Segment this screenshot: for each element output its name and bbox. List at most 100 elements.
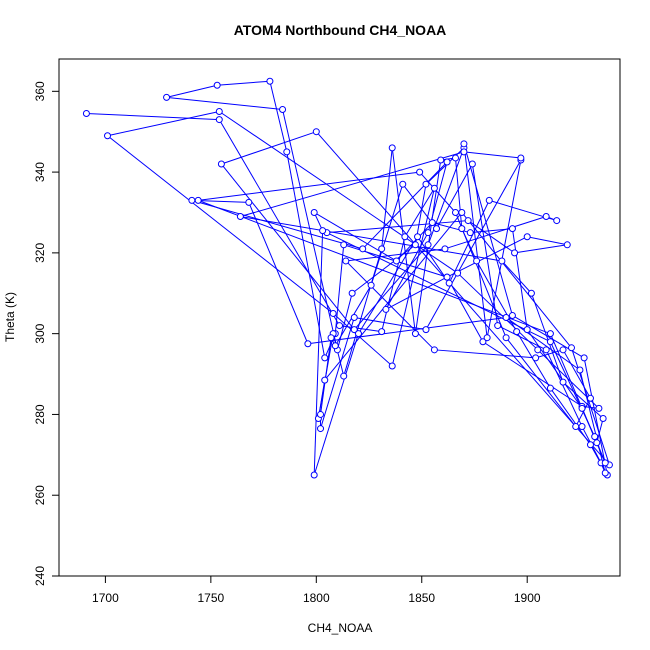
series-segment [505,337,577,427]
data-point [523,233,531,241]
y-tick-label: 360 [33,81,47,101]
series-segment [545,349,583,427]
data-point [511,249,519,257]
series-segment [286,151,326,358]
x-tick-label: 1800 [303,591,330,605]
data-point [283,148,291,156]
series-segment [320,337,332,415]
data-point [359,245,367,253]
data-point [329,309,337,317]
series-segment [221,163,355,330]
data-point [599,414,607,422]
series-segment [198,171,420,201]
data-point [534,346,542,354]
y-tick-label: 240 [33,566,47,586]
data-point [340,241,348,249]
data-point [367,281,375,289]
data-point [430,184,438,192]
series-segment [583,357,608,476]
data-point [513,328,521,336]
data-point [340,372,348,380]
data-point [601,469,609,477]
series-segment [385,232,429,310]
data-point [304,340,312,348]
data-point [580,354,588,362]
x-axis-title: CH4_NOAA [308,621,373,635]
data-point [443,273,451,281]
data-point [416,168,424,176]
series-segment [404,187,435,237]
data-point [310,208,318,216]
data-point [527,289,535,297]
data-point [388,144,396,152]
series-segment [86,113,220,121]
data-point [378,328,386,336]
data-point [567,344,575,352]
data-point [458,208,466,216]
series-segment [358,236,418,334]
data-point [236,213,244,221]
data-point [586,394,594,402]
series-segment [345,248,446,262]
data-point [411,241,419,249]
data-point [578,423,586,431]
data-point [317,425,325,433]
data-point [498,257,506,265]
series-segment [332,313,393,367]
x-tick-label: 1700 [92,591,119,605]
series-segment [482,341,583,407]
data-point [312,128,320,136]
series-segment [446,236,528,278]
series-segment [391,147,416,334]
x-tick-label: 1900 [514,591,541,605]
data-point [310,471,318,479]
series-segment [467,220,515,254]
data-point [82,110,90,118]
data-point [523,326,531,334]
series-segment [501,260,532,294]
series-segment [436,163,473,229]
series-segment [549,333,598,443]
series-segment [471,163,499,326]
data-point [576,366,584,374]
data-point [194,196,202,204]
data-point [508,311,516,319]
data-point [378,245,386,253]
data-point [445,279,453,287]
data-point [336,322,343,330]
chart-title: ATOM4 Northbound CH4_NOAA [234,22,447,38]
series-segment [434,349,536,359]
series-segment [527,236,568,246]
series-segment [463,151,521,159]
series-segment [315,131,610,466]
series-segment [218,119,340,326]
series-segment [221,131,317,165]
data-point [591,433,599,441]
data-point [593,439,601,447]
data-point [354,330,362,338]
data-point [321,376,329,384]
series-segment [107,135,334,314]
y-tick-label: 280 [33,404,47,424]
series-segment [166,84,218,98]
data-point [451,154,459,162]
data-point [553,217,561,225]
data-point [317,410,325,418]
data-point [424,241,432,249]
series-segment [514,244,568,254]
series-segment [391,188,435,367]
series-segment [526,329,583,409]
data-point [542,346,550,354]
series-segment [461,212,572,349]
series-segment [313,333,359,476]
data-point [350,314,358,321]
series-segment [455,212,507,338]
series-segment [248,202,309,344]
series-segment [463,143,513,316]
series-segment [381,147,393,249]
x-axis: 1700 1750 1800 1850 1900 [92,576,541,605]
data-point [485,196,493,204]
data-point [483,334,491,342]
data-point [215,108,223,116]
data-point [578,404,586,412]
